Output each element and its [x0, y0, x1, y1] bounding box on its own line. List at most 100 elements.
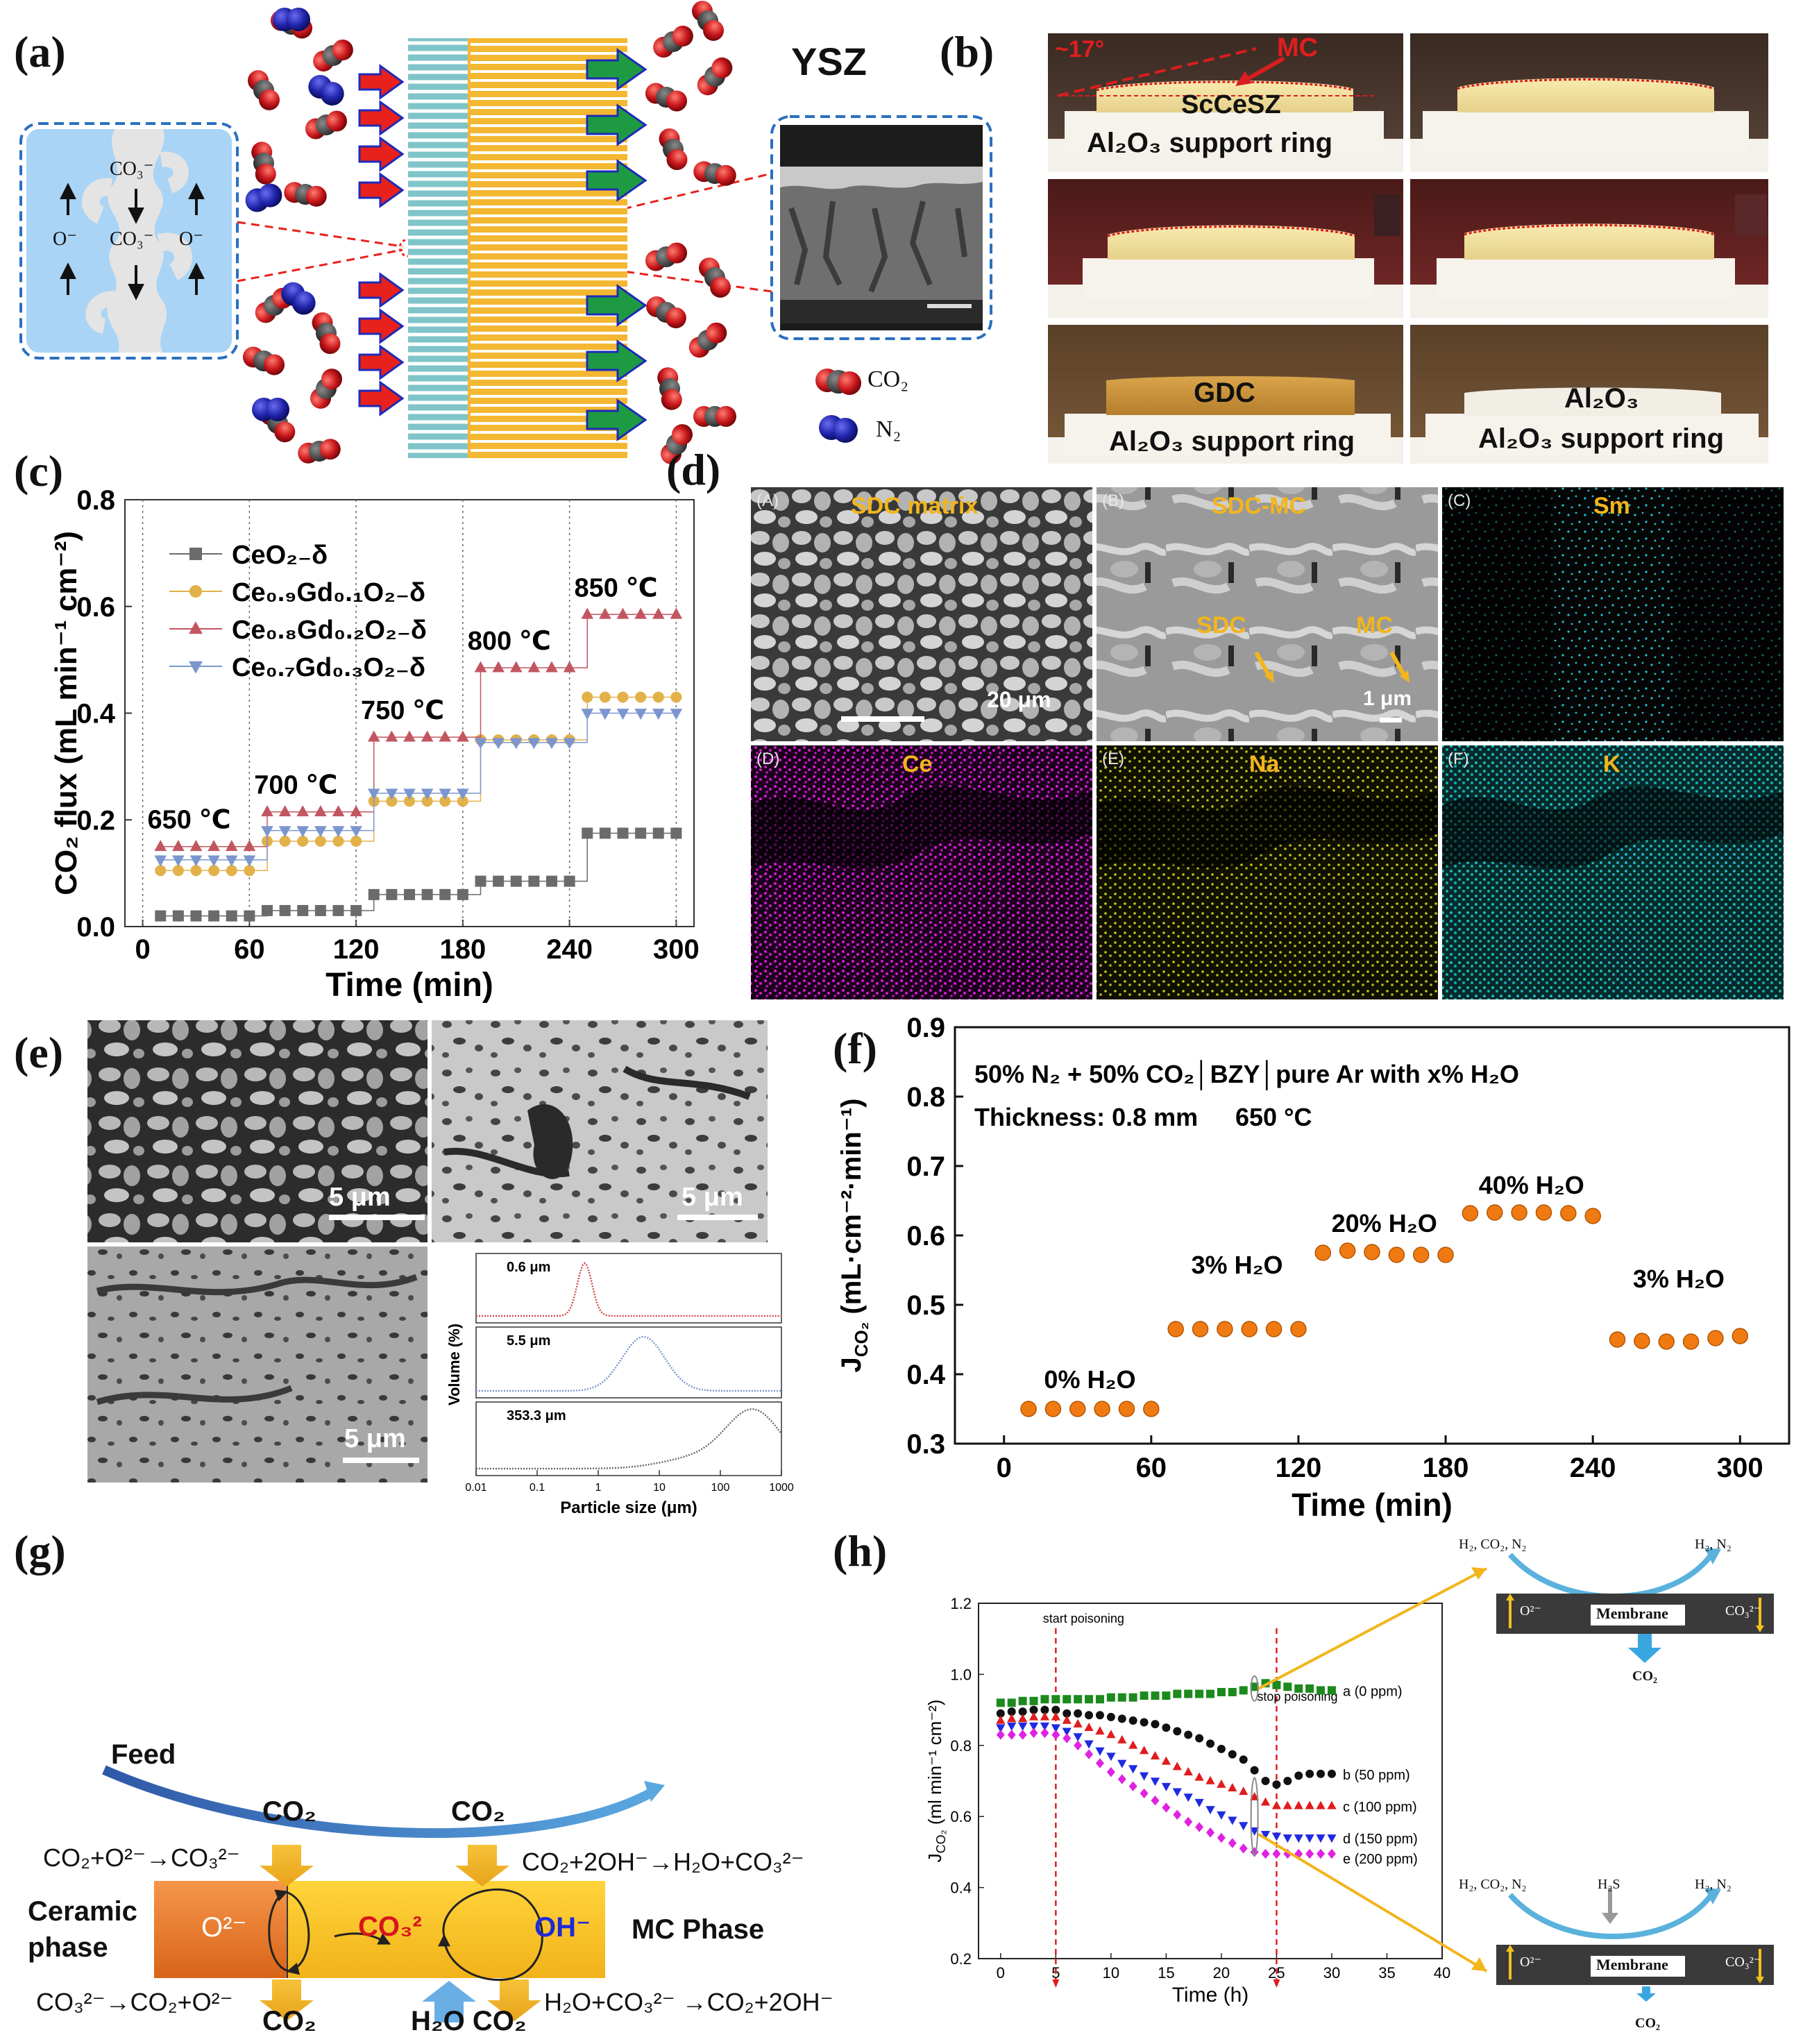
data-point — [996, 1698, 1005, 1707]
panel-b-label: (b) — [940, 27, 994, 76]
legend-marker — [189, 548, 202, 560]
data-point — [1007, 1722, 1017, 1731]
data-point — [617, 827, 629, 839]
data-point — [1062, 1728, 1072, 1737]
h-top-co3: CO₃²⁻ — [1725, 1603, 1761, 1619]
data-point — [1305, 1684, 1314, 1693]
y-axis-title: CO₂ flux (mL min⁻¹ cm⁻²) — [49, 531, 83, 895]
y-tick-label: 0.6 — [76, 592, 115, 623]
data-point — [1305, 1848, 1314, 1859]
psd-x-title: Particle size (μm) — [560, 1498, 697, 1517]
panel-e: (e) — [0, 1013, 805, 1527]
data-point — [599, 691, 611, 703]
inflow-arrow — [358, 64, 405, 100]
data-point — [1173, 1809, 1182, 1820]
oh-ion: OH⁻ — [534, 1912, 591, 1943]
panel-c-label: (c) — [14, 446, 64, 496]
ceramic-label: Ceramic — [28, 1896, 137, 1927]
data-point — [1217, 1779, 1226, 1788]
data-point — [1327, 1848, 1336, 1859]
membrane-block — [154, 1881, 605, 1978]
x-axis-title: Time (h) — [1172, 1984, 1249, 2007]
psd-chart: 0.6 μm 5.5 μm 353.3 μm 0.01 0.1 1 10 100 1000 Par… — [446, 1253, 794, 1517]
tile-B-title: SDC-MC — [1212, 493, 1306, 519]
data-point — [1658, 1333, 1675, 1350]
co2-molecule — [699, 257, 731, 298]
data-point — [1250, 1766, 1259, 1775]
data-point — [1095, 1747, 1105, 1756]
data-point — [1161, 1756, 1171, 1765]
data-point — [1217, 1688, 1226, 1696]
panel-b-photos — [1048, 33, 1768, 464]
data-point — [1074, 1695, 1083, 1704]
data-point — [1007, 1714, 1017, 1723]
data-point — [1029, 1712, 1039, 1721]
data-point — [1316, 1800, 1326, 1809]
psd-peak-label: 353.3 μm — [507, 1408, 566, 1424]
h-top-membrane: Membrane — [1596, 1605, 1668, 1622]
psd-x-tick: 0.01 — [465, 1482, 486, 1494]
tile1-top: ScCeSZ — [1181, 90, 1281, 119]
data-point — [1327, 1834, 1337, 1843]
data-point — [1265, 1321, 1283, 1337]
condition-label: 40% H₂O — [1479, 1171, 1584, 1199]
data-point — [1073, 1733, 1083, 1742]
data-point — [1118, 1401, 1135, 1417]
co3-ion: CO₃² — [358, 1911, 422, 1942]
series-0 — [1020, 1204, 1749, 1417]
e1-scale: 5 μm — [329, 1183, 391, 1212]
co2-molecule — [305, 110, 348, 140]
data-point — [368, 888, 380, 900]
data-point — [599, 827, 611, 839]
data-point — [1283, 1800, 1292, 1809]
inflow-arrows — [358, 64, 405, 416]
sem-inset-right — [770, 115, 992, 340]
sem-e1 — [87, 1020, 428, 1242]
data-point — [172, 865, 184, 877]
data-point — [1609, 1331, 1626, 1348]
legend-marker — [189, 661, 203, 674]
outflow-arrow — [586, 48, 647, 91]
data-point — [1195, 1734, 1204, 1743]
data-point — [1073, 1718, 1083, 1728]
y-tick-label: 0.6 — [950, 1808, 972, 1825]
data-point — [510, 875, 522, 887]
data-point — [332, 904, 344, 916]
x-tick-label: 120 — [1276, 1453, 1322, 1483]
data-point — [652, 709, 665, 720]
data-point — [1084, 1723, 1094, 1731]
poisoning-marker-arrow — [1052, 1979, 1060, 1988]
data-point — [314, 904, 326, 916]
thickness-label: Thickness: 0.8 mm — [974, 1103, 1198, 1131]
h-bot-o2: O²⁻ — [1520, 1954, 1541, 1970]
tile-F-title: K — [1603, 751, 1620, 777]
inflow-arrow — [358, 136, 405, 172]
series-label: d (150 ppm) — [1343, 1832, 1418, 1847]
data-point — [279, 904, 291, 916]
data-point — [1317, 1686, 1326, 1695]
data-point — [1151, 1691, 1160, 1700]
data-point — [527, 661, 541, 673]
data-point — [1051, 1730, 1060, 1740]
data-point — [208, 910, 220, 922]
data-point — [226, 910, 237, 922]
data-point — [528, 875, 540, 887]
data-point — [1162, 1691, 1171, 1700]
data-point — [1317, 1848, 1326, 1859]
co2-molecule — [645, 242, 688, 271]
co2-top-1: CO₂ — [262, 1796, 316, 1827]
legend-label: Ce₀.₇Gd₀.₃O₂₋δ — [232, 653, 425, 682]
h-top-co2-out: CO₂ — [1632, 1669, 1657, 1684]
data-point — [1128, 1781, 1137, 1791]
series-1 — [996, 1705, 1336, 1789]
data-point — [1162, 1723, 1171, 1732]
data-point — [1195, 1822, 1204, 1832]
panel-c: (c) 0 60 120 180 240 300 0.0 0.2 0.4 0.6 0.8 Time (… — [0, 444, 750, 1013]
legend-marker — [189, 585, 202, 598]
flow-arrows — [260, 1845, 541, 2022]
data-point — [474, 738, 487, 750]
inset-o-left: O⁻ — [53, 228, 77, 250]
data-point — [243, 840, 256, 852]
y-axis-title: JCO₂ (ml min⁻¹ cm⁻²) — [924, 1700, 948, 1863]
data-point — [439, 788, 452, 800]
